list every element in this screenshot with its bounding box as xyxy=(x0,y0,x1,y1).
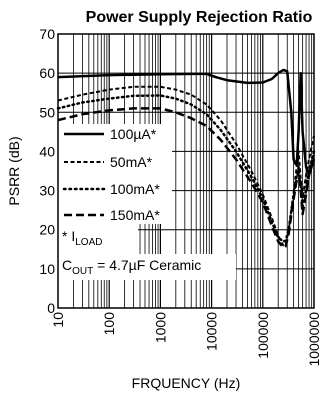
series-line-3 xyxy=(56,94,316,243)
legend-label-3: 100mA* xyxy=(110,181,160,197)
legend: 100µA* 50mA* 100mA* 150mA* * ILOAD COUT … xyxy=(62,126,201,277)
legend-background xyxy=(58,124,236,280)
x-tick-label: 100000 xyxy=(255,312,271,359)
legend-title-subscript: LOAD xyxy=(75,237,102,248)
series-line-4 xyxy=(57,107,316,249)
y-tick-label: 60 xyxy=(39,65,55,81)
x-tick-label: 10 xyxy=(50,312,66,328)
note-suffix: = 4.7µF Ceramic xyxy=(93,257,201,273)
series-lines xyxy=(56,68,316,249)
note-subscript: OUT xyxy=(72,266,93,277)
y-tick-label: 10 xyxy=(39,261,55,277)
x-axis-label: FRQUENCY (Hz) xyxy=(132,375,241,391)
y-tick-labels: 0 10 20 30 40 50 60 70 xyxy=(39,26,55,316)
y-tick-label: 50 xyxy=(39,104,55,120)
x-tick-labels: 10 100 1000 10000 100000 1000000 xyxy=(50,312,322,367)
x-tick-label: 100 xyxy=(101,312,117,336)
y-axis-label: PSRR (dB) xyxy=(6,136,22,205)
legend-label-1: 100µA* xyxy=(110,126,157,142)
legend-label-2: 50mA* xyxy=(110,154,153,170)
x-tick-label: 1000000 xyxy=(306,312,322,367)
capacitor-note: COUT = 4.7µF Ceramic xyxy=(62,257,201,277)
y-tick-label: 20 xyxy=(39,222,55,238)
legend-title-text: * I xyxy=(62,228,75,244)
y-tick-label: 70 xyxy=(39,26,55,42)
legend-label-4: 150mA* xyxy=(110,207,160,223)
y-tick-label: 0 xyxy=(47,300,55,316)
x-tick-label: 10000 xyxy=(204,312,220,351)
series-line-1 xyxy=(57,68,316,177)
note-prefix: C xyxy=(62,257,72,273)
plot-frame xyxy=(57,33,315,309)
legend-title: * ILOAD xyxy=(62,228,102,248)
y-tick-label: 40 xyxy=(39,143,55,159)
x-tick-label: 1000 xyxy=(152,312,168,343)
chart-title: Power Supply Rejection Ratio xyxy=(86,9,313,26)
y-tick-label: 30 xyxy=(39,183,55,199)
